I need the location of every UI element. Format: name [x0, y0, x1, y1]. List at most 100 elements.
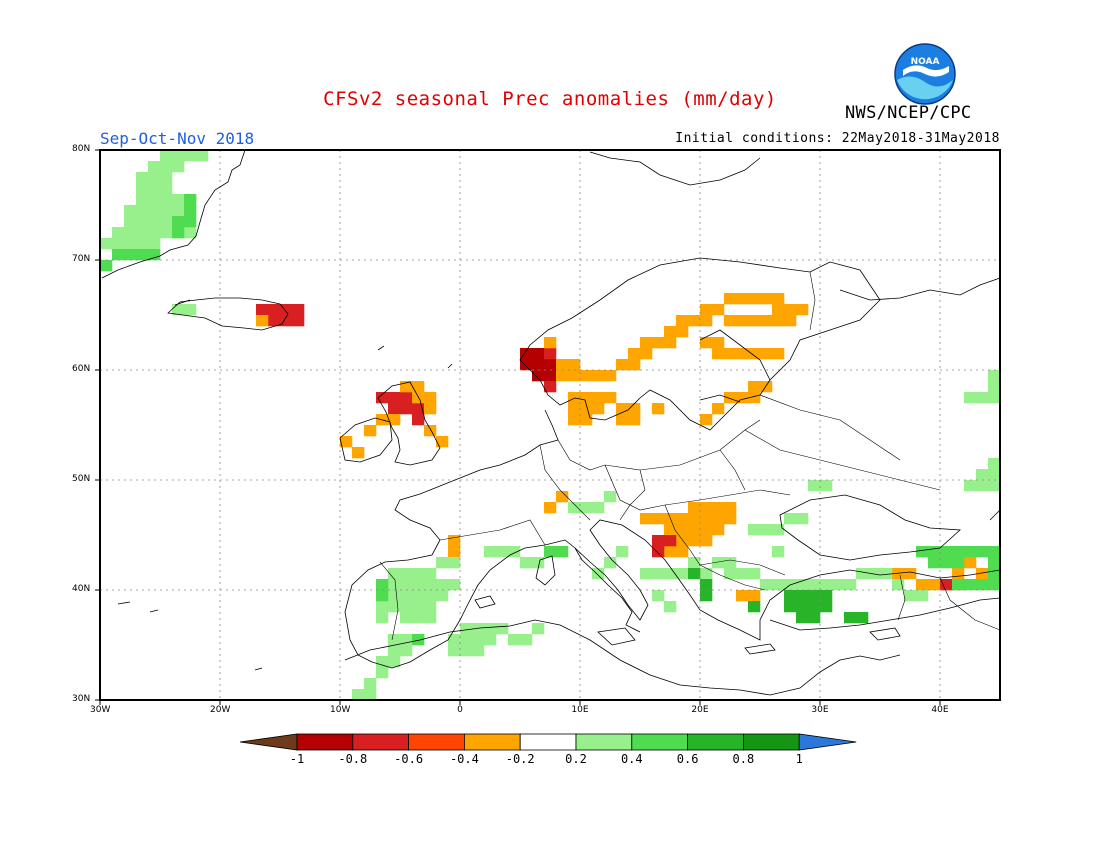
anomaly-cell: [436, 590, 449, 602]
anomaly-cell: [640, 337, 653, 349]
anomaly-cell: [652, 535, 665, 547]
anomaly-cell: [712, 524, 725, 536]
anomaly-cell: [256, 304, 269, 316]
anomaly-cell: [280, 304, 293, 316]
anomaly-cell: [172, 227, 185, 239]
anomaly-cell: [184, 194, 197, 206]
anomaly-cell: [712, 304, 725, 316]
anomaly-cell: [796, 612, 809, 624]
anomaly-cell: [520, 359, 533, 371]
anomaly-cell: [172, 216, 185, 228]
anomaly-cell: [412, 612, 425, 624]
anomaly-cell: [172, 205, 185, 217]
anomaly-cell: [796, 304, 809, 316]
anomaly-cell: [364, 689, 377, 700]
lat-label: 80N: [72, 144, 91, 154]
anomaly-cell: [676, 546, 689, 558]
anomaly-cell: [136, 194, 149, 206]
anomaly-cell: [148, 161, 161, 173]
map-gridlines: [100, 150, 1000, 700]
anomaly-cell: [124, 205, 137, 217]
anomaly-cell: [508, 546, 521, 558]
anomaly-cell: [544, 370, 557, 382]
anomaly-cell: [712, 337, 725, 349]
anomaly-cell: [700, 524, 713, 536]
anomaly-cell: [964, 557, 977, 569]
anomaly-cell: [400, 381, 413, 393]
anomaly-cell: [652, 590, 665, 602]
anomaly-cell: [160, 227, 173, 239]
anomaly-cell: [640, 513, 653, 525]
anomaly-cell: [688, 557, 701, 569]
anomaly-cell: [796, 513, 809, 525]
anomaly-cell: [400, 612, 413, 624]
lat-label: 60N: [72, 364, 91, 374]
anomaly-cell: [184, 150, 197, 162]
anomaly-cell: [148, 227, 161, 239]
anomaly-cell: [916, 590, 929, 602]
anomaly-cell: [520, 557, 533, 569]
anomaly-cell: [928, 546, 941, 558]
anomaly-cell: [928, 579, 941, 591]
anomaly-cell: [268, 304, 281, 316]
anomaly-cell: [772, 579, 785, 591]
anomaly-cell: [388, 590, 401, 602]
anomaly-cell: [724, 315, 737, 327]
anomaly-cell: [952, 546, 965, 558]
anomaly-cell: [664, 524, 677, 536]
organization-label: NWS/NCEP/CPC: [845, 103, 972, 123]
anomaly-cell: [376, 579, 389, 591]
anomaly-cell: [136, 172, 149, 184]
anomaly-cell: [772, 546, 785, 558]
anomaly-cell: [580, 392, 593, 404]
anomaly-cell: [292, 315, 305, 327]
anomaly-cell: [988, 546, 1000, 558]
anomaly-cell: [160, 161, 173, 173]
anomaly-cell: [988, 568, 1000, 580]
anomaly-cell: [592, 502, 605, 514]
anomaly-cell: [652, 568, 665, 580]
anomaly-cell: [292, 304, 305, 316]
anomaly-cell: [844, 612, 857, 624]
anomaly-cell: [364, 678, 377, 690]
anomaly-cell: [388, 579, 401, 591]
anomaly-cell: [988, 381, 1000, 393]
anomaly-cell: [904, 568, 917, 580]
anomaly-cell: [100, 260, 113, 272]
anomaly-cell: [964, 546, 977, 558]
anomaly-cell: [196, 150, 209, 162]
anomaly-cell: [172, 150, 185, 162]
anomaly-cell: [652, 337, 665, 349]
anomaly-cell: [916, 546, 929, 558]
anomaly-cell: [676, 535, 689, 547]
anomaly-cell: [412, 601, 425, 613]
anomaly-cell: [784, 304, 797, 316]
anomaly-cell: [724, 568, 737, 580]
anomaly-cell: [652, 403, 665, 415]
anomaly-cell: [784, 601, 797, 613]
anomaly-cell: [568, 370, 581, 382]
anomaly-cell: [760, 348, 773, 360]
anomaly-cell: [160, 150, 173, 162]
map-frame: [99, 149, 1001, 701]
anomaly-cell: [160, 216, 173, 228]
anomaly-cell: [748, 590, 761, 602]
anomaly-cell: [880, 568, 893, 580]
anomaly-cell: [280, 315, 293, 327]
anomaly-cell: [940, 579, 953, 591]
anomaly-cell: [592, 370, 605, 382]
anomaly-cell: [556, 546, 569, 558]
anomaly-cell: [988, 392, 1000, 404]
anomaly-cell: [592, 568, 605, 580]
anomaly-cell: [400, 645, 413, 657]
anomaly-cell: [136, 238, 149, 250]
anomaly-cell: [532, 348, 545, 360]
anomaly-cell: [976, 392, 989, 404]
anomaly-cell: [700, 304, 713, 316]
anomaly-cell: [124, 238, 137, 250]
anomaly-cell: [172, 304, 185, 316]
anomaly-cell: [400, 601, 413, 613]
anomaly-cell: [148, 205, 161, 217]
anomaly-cell: [700, 502, 713, 514]
anomaly-cell: [724, 392, 737, 404]
